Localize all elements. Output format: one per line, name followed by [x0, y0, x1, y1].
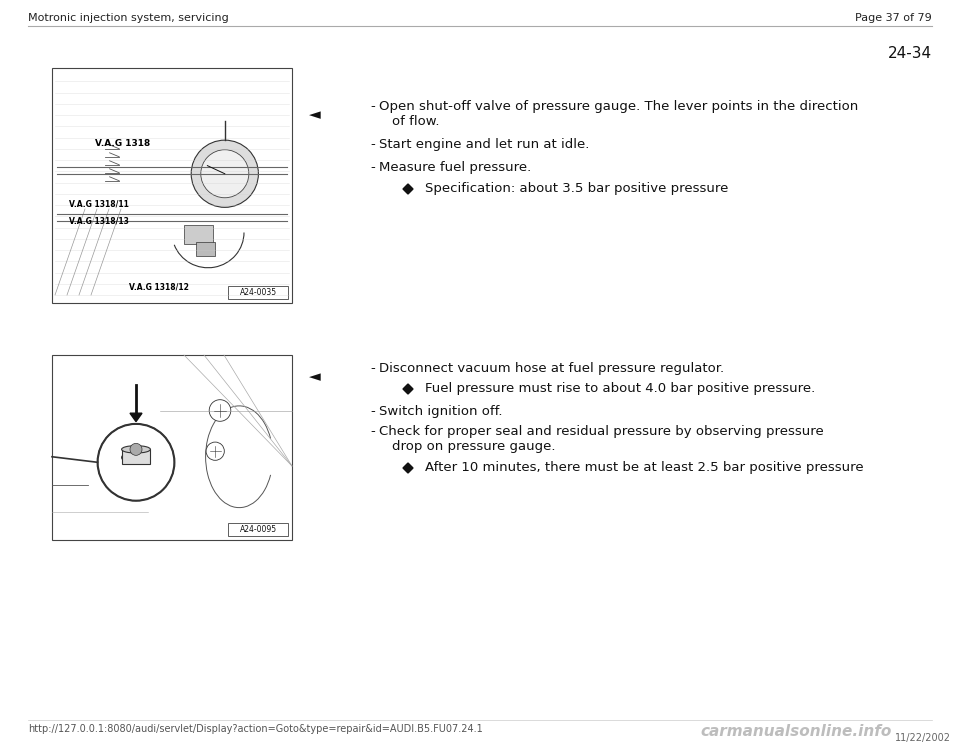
Text: -: - — [371, 425, 375, 438]
Text: V.A.G 1318/11: V.A.G 1318/11 — [69, 200, 129, 209]
Text: http://127.0.0.1:8080/audi/servlet/Display?action=Goto&type=repair&id=AUDI.B5.FU: http://127.0.0.1:8080/audi/servlet/Displ… — [28, 724, 483, 734]
Text: -: - — [371, 362, 375, 375]
Text: Disconnect vacuum hose at fuel pressure regulator.: Disconnect vacuum hose at fuel pressure … — [379, 362, 724, 375]
Text: drop on pressure gauge.: drop on pressure gauge. — [392, 440, 556, 453]
Text: -: - — [371, 138, 375, 151]
Text: Open shut-off valve of pressure gauge. The lever points in the direction: Open shut-off valve of pressure gauge. T… — [379, 100, 858, 113]
Text: V.A.G 1318/12: V.A.G 1318/12 — [129, 282, 189, 291]
Text: After 10 minutes, there must be at least 2.5 bar positive pressure: After 10 minutes, there must be at least… — [425, 461, 864, 474]
Circle shape — [191, 140, 258, 207]
Text: 24-34: 24-34 — [888, 46, 932, 61]
Text: Fuel pressure must rise to about 4.0 bar positive pressure.: Fuel pressure must rise to about 4.0 bar… — [425, 382, 815, 395]
Text: Measure fuel pressure.: Measure fuel pressure. — [379, 161, 531, 174]
Text: Start engine and let run at idle.: Start engine and let run at idle. — [379, 138, 589, 151]
Bar — [228, 523, 288, 536]
Text: Motronic injection system, servicing: Motronic injection system, servicing — [28, 13, 228, 23]
Text: of flow.: of flow. — [392, 115, 440, 128]
Text: 11/22/2002: 11/22/2002 — [895, 733, 951, 742]
Text: Specification: about 3.5 bar positive pressure: Specification: about 3.5 bar positive pr… — [425, 182, 729, 195]
Text: A24-0095: A24-0095 — [239, 525, 276, 534]
Text: ◄: ◄ — [309, 108, 321, 122]
Circle shape — [206, 442, 225, 460]
Bar — [52, 68, 292, 303]
Polygon shape — [403, 384, 413, 394]
Text: V.A.G 1318/13: V.A.G 1318/13 — [69, 216, 129, 226]
Ellipse shape — [122, 452, 151, 463]
Bar — [228, 286, 288, 299]
Bar — [122, 450, 151, 464]
Text: carmanualsonline.info: carmanualsonline.info — [700, 724, 892, 739]
Text: A24-0035: A24-0035 — [239, 288, 276, 297]
Text: -: - — [371, 161, 375, 174]
Bar — [52, 355, 292, 540]
Text: -: - — [371, 405, 375, 418]
Text: ◄: ◄ — [309, 370, 321, 384]
Text: Page 37 of 79: Page 37 of 79 — [855, 13, 932, 23]
Text: Switch ignition off.: Switch ignition off. — [379, 405, 502, 418]
Bar — [196, 242, 215, 256]
Text: V.A.G 1318: V.A.G 1318 — [95, 139, 151, 148]
Polygon shape — [403, 184, 413, 194]
Ellipse shape — [122, 446, 151, 453]
Bar — [184, 226, 213, 244]
Circle shape — [130, 444, 142, 456]
Polygon shape — [403, 463, 413, 473]
Text: Check for proper seal and residual pressure by observing pressure: Check for proper seal and residual press… — [379, 425, 824, 438]
Polygon shape — [130, 413, 142, 421]
Text: -: - — [371, 100, 375, 113]
Circle shape — [201, 150, 249, 198]
Circle shape — [209, 400, 230, 421]
Circle shape — [98, 424, 175, 501]
